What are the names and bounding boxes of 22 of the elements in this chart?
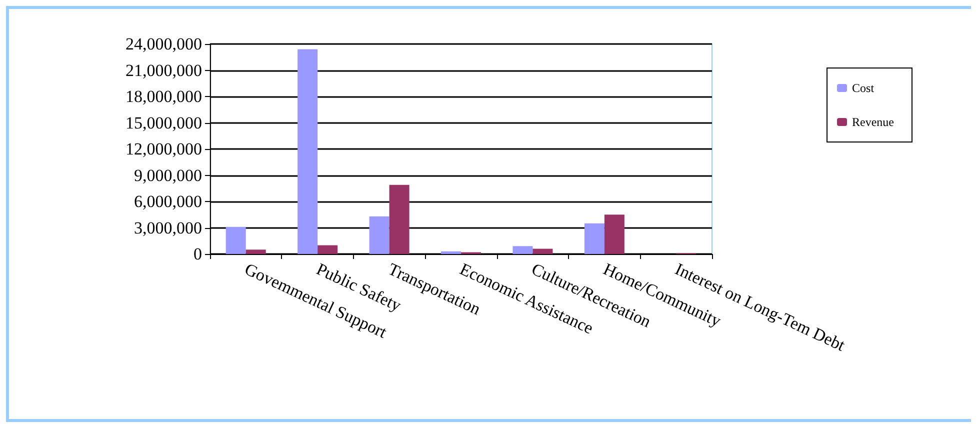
bar [532, 248, 553, 254]
bar [298, 49, 318, 254]
bar [441, 251, 461, 254]
y-tick-label: 9,000,000 [134, 166, 202, 185]
y-tick-label: 24,000,000 [126, 34, 202, 54]
y-tick-label: 18,000,000 [126, 87, 202, 106]
bar [389, 184, 410, 254]
bar [246, 250, 266, 254]
bar [226, 226, 246, 254]
y-tick-label: 15,000,000 [126, 113, 202, 132]
y-tick-label: 3,000,000 [134, 218, 202, 238]
y-tick-label: 6,000,000 [134, 192, 202, 211]
bar [369, 216, 390, 254]
legend-label: Cost [852, 81, 875, 95]
y-tick-label: 12,000,000 [126, 140, 202, 158]
bar [584, 223, 604, 254]
bar [318, 245, 338, 254]
y-tick-label: 0 [194, 244, 202, 264]
bar [512, 246, 533, 254]
legend-label: Revenue [852, 115, 894, 129]
bar [604, 214, 624, 254]
y-tick-label: 21,000,000 [126, 60, 202, 80]
